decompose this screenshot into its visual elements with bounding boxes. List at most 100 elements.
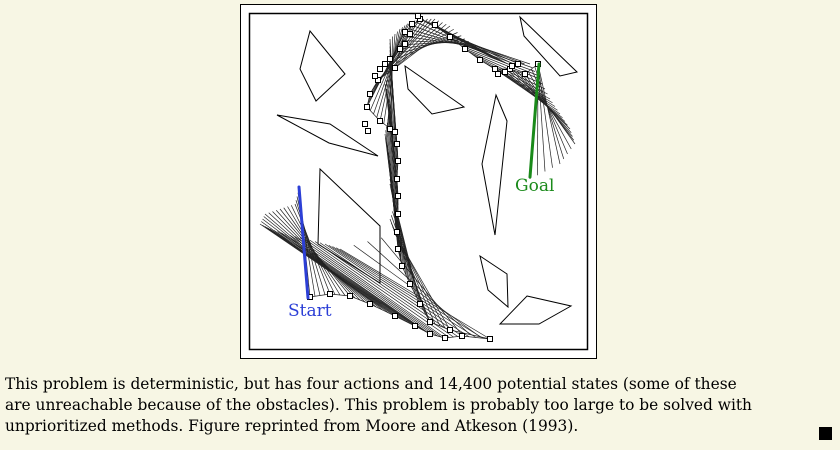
- joint-marker: [387, 126, 393, 132]
- arm-segment: [277, 231, 423, 331]
- arm-segment: [409, 283, 421, 305]
- joint-marker: [427, 331, 433, 337]
- arm-segment: [385, 137, 398, 237]
- joint-marker: [382, 61, 388, 67]
- obstacle: [481, 93, 508, 236]
- joint-marker: [392, 313, 398, 319]
- arm-segment: [309, 293, 331, 298]
- arm-segment: [461, 45, 538, 76]
- arm-segment: [353, 244, 481, 338]
- arm-segment: [537, 63, 553, 168]
- joint-marker: [432, 22, 438, 28]
- arm-segment: [449, 329, 491, 340]
- arm-segment: [379, 28, 401, 122]
- joint-marker: [447, 327, 453, 333]
- caption-line: This problem is deterministic, but has f…: [5, 375, 737, 393]
- arm-segment: [309, 239, 450, 338]
- start-label: Start: [288, 301, 332, 321]
- obstacle: [276, 114, 379, 157]
- joint-marker: [395, 246, 401, 252]
- arm-segment: [304, 238, 446, 339]
- arm-segment: [502, 68, 566, 122]
- caption-line: unprioritized methods. Figure reprinted …: [5, 417, 579, 435]
- arm-segment: [390, 36, 393, 130]
- goal-label: Goal: [515, 176, 555, 196]
- arm-segment: [349, 295, 371, 305]
- joint-marker: [492, 66, 498, 72]
- figure-caption: This problem is deterministic, but has f…: [5, 374, 833, 437]
- arm-segment: [366, 21, 411, 108]
- arm-segment: [264, 226, 406, 322]
- arm-segment: [289, 234, 434, 336]
- joint-marker: [495, 71, 501, 77]
- arm-segment: [294, 236, 438, 337]
- joint-marker: [515, 61, 521, 67]
- arm-segment: [387, 76, 398, 171]
- joint-marker: [522, 71, 528, 77]
- obstacle: [498, 295, 573, 325]
- joint-marker: [372, 73, 378, 79]
- arm-segment: [394, 315, 416, 327]
- joint-marker: [412, 323, 418, 329]
- start-arm: [297, 185, 310, 300]
- arm-segment: [517, 71, 573, 137]
- joint-marker: [327, 291, 333, 297]
- arm-segment: [272, 211, 361, 301]
- arm-segment: [382, 20, 439, 78]
- arm-segment: [446, 33, 525, 65]
- obstacle: [479, 254, 509, 309]
- joint-marker: [447, 34, 453, 40]
- arm-segment: [429, 321, 451, 331]
- arm-segment: [388, 72, 399, 166]
- arm-segment: [534, 66, 565, 160]
- joint-marker: [407, 31, 413, 37]
- arm-segment: [275, 210, 356, 299]
- joint-marker: [367, 91, 373, 97]
- obstacle: [299, 29, 346, 102]
- arm-segment: [329, 293, 351, 297]
- arm-segment: [319, 242, 458, 337]
- joint-marker: [392, 129, 398, 135]
- joint-marker: [442, 335, 448, 341]
- joint-marker: [417, 301, 423, 307]
- joint-marker: [427, 319, 433, 325]
- joint-marker: [394, 229, 400, 235]
- arm-segment: [283, 207, 346, 296]
- arm-segment: [367, 241, 471, 335]
- end-of-proof-mark: [819, 427, 832, 440]
- joint-marker: [399, 263, 405, 269]
- obstacles: [276, 15, 579, 325]
- arm-segment: [324, 243, 463, 337]
- joint-marker: [364, 104, 370, 110]
- arm-segment: [267, 227, 411, 324]
- joint-marker: [367, 301, 373, 307]
- obstacle: [519, 15, 579, 77]
- joint-marker: [394, 176, 400, 182]
- arm-segment: [273, 229, 419, 329]
- obstacle: [404, 64, 466, 115]
- joint-marker: [387, 56, 393, 62]
- joint-marker: [392, 65, 398, 71]
- arm-segment: [386, 122, 399, 219]
- joint-marker: [347, 293, 353, 299]
- joint-marker: [409, 21, 415, 27]
- arm-segment: [385, 88, 398, 184]
- caption-line: are unreachable because of the obstacles…: [5, 396, 752, 414]
- joint-marker: [487, 336, 493, 342]
- arm-segment: [375, 18, 432, 84]
- arm-segment: [328, 244, 470, 338]
- joint-marker: [395, 193, 401, 199]
- arm-segment: [376, 27, 403, 118]
- figure: [240, 4, 597, 359]
- arm-segment: [461, 335, 491, 340]
- arm-segment: [457, 42, 536, 72]
- joint-marker: [402, 41, 408, 47]
- joint-marker: [365, 128, 371, 134]
- arm-segment: [537, 63, 561, 165]
- robot-arm-diagram: [240, 4, 597, 359]
- arm-segment: [527, 71, 572, 150]
- arm-segment: [401, 41, 469, 46]
- joint-marker: [395, 158, 401, 164]
- arm-segment: [387, 33, 396, 127]
- goal-arm: [528, 62, 541, 179]
